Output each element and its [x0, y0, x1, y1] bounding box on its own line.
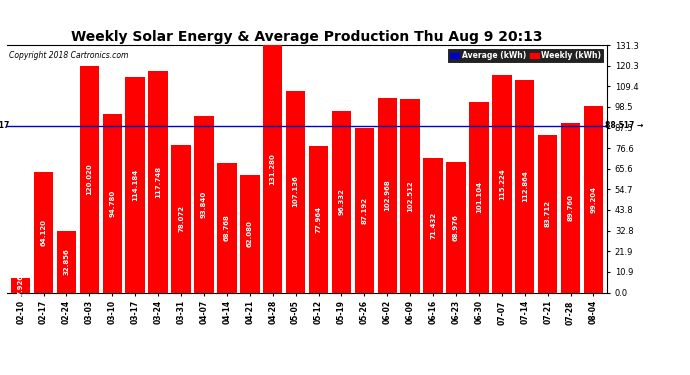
Text: 93.840: 93.840 [201, 190, 207, 217]
Bar [308, 146, 328, 292]
Bar [79, 66, 99, 292]
Text: 77.964: 77.964 [315, 206, 322, 232]
Title: Weekly Solar Energy & Average Production Thu Aug 9 20:13: Weekly Solar Energy & Average Production… [71, 30, 543, 44]
Bar [263, 45, 282, 292]
Text: 114.184: 114.184 [132, 169, 138, 201]
Text: 64.120: 64.120 [41, 219, 46, 246]
Text: 7.926: 7.926 [18, 274, 23, 296]
Text: 102.512: 102.512 [407, 180, 413, 212]
Bar [424, 158, 443, 292]
Text: 87.192: 87.192 [362, 197, 367, 224]
Text: 32.856: 32.856 [63, 248, 70, 275]
Bar [11, 278, 30, 292]
Bar [126, 77, 145, 292]
Bar [171, 146, 190, 292]
Text: 99.204: 99.204 [591, 186, 596, 213]
Text: 117.748: 117.748 [155, 165, 161, 198]
Bar [286, 90, 306, 292]
Bar [57, 231, 76, 292]
Bar [103, 114, 122, 292]
Bar [194, 116, 214, 292]
Text: 68.976: 68.976 [453, 214, 459, 241]
Text: 107.136: 107.136 [293, 176, 299, 207]
Bar [584, 105, 603, 292]
Text: 115.224: 115.224 [499, 168, 505, 200]
Bar [148, 70, 168, 292]
Bar [34, 172, 53, 292]
Bar [332, 111, 351, 292]
Text: 88.517 →: 88.517 → [605, 121, 643, 130]
Bar [377, 98, 397, 292]
Bar [538, 135, 558, 292]
Text: Copyright 2018 Cartronics.com: Copyright 2018 Cartronics.com [9, 51, 128, 60]
Text: 71.432: 71.432 [430, 211, 436, 239]
Text: 101.104: 101.104 [476, 181, 482, 213]
Text: 120.020: 120.020 [86, 164, 92, 195]
Text: 62.080: 62.080 [247, 220, 253, 248]
Text: 83.712: 83.712 [544, 200, 551, 227]
Text: ← 88.517: ← 88.517 [0, 121, 9, 130]
Text: 131.280: 131.280 [270, 153, 276, 185]
Bar [240, 176, 259, 292]
Legend: Average (kWh), Weekly (kWh): Average (kWh), Weekly (kWh) [448, 49, 603, 62]
Text: 94.780: 94.780 [109, 189, 115, 217]
Text: 102.968: 102.968 [384, 180, 391, 212]
Bar [515, 80, 535, 292]
Bar [469, 102, 489, 292]
Bar [561, 123, 580, 292]
Text: 68.768: 68.768 [224, 214, 230, 241]
Bar [217, 163, 237, 292]
Text: 96.332: 96.332 [338, 188, 344, 215]
Bar [492, 75, 511, 292]
Bar [400, 99, 420, 292]
Bar [355, 128, 374, 292]
Text: 112.864: 112.864 [522, 170, 528, 202]
Bar [446, 162, 466, 292]
Text: 78.072: 78.072 [178, 206, 184, 232]
Text: 89.760: 89.760 [568, 194, 573, 221]
